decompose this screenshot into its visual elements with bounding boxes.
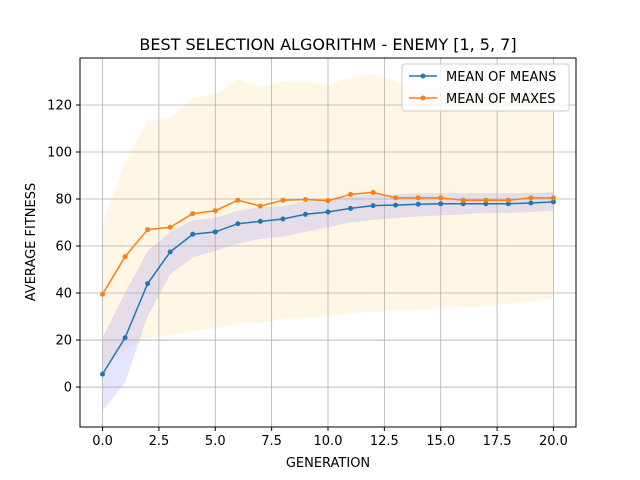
point-mean-of-means (100, 371, 106, 377)
y-tick-label: 60 (55, 240, 72, 255)
point-mean-of-maxes (235, 197, 241, 203)
point-mean-of-maxes (415, 195, 421, 201)
point-mean-of-maxes (325, 198, 331, 204)
point-mean-of-means (348, 205, 354, 211)
y-tick-label: 40 (55, 287, 72, 302)
x-tick-label: 17.5 (483, 434, 512, 449)
y-tick-label: 80 (55, 193, 72, 208)
point-mean-of-means (370, 203, 376, 209)
point-mean-of-means (280, 216, 286, 222)
point-mean-of-means (302, 211, 308, 217)
point-mean-of-means (257, 218, 263, 224)
point-mean-of-maxes (370, 189, 376, 195)
legend-marker-mean-of-maxes (420, 95, 426, 101)
x-axis-label: GENERATION (286, 456, 370, 471)
x-tick-label: 15.0 (426, 434, 455, 449)
point-mean-of-means (122, 335, 128, 341)
legend: MEAN OF MEANS MEAN OF MAXES (401, 63, 570, 112)
point-mean-of-means (325, 209, 331, 215)
point-mean-of-maxes (257, 203, 263, 209)
point-mean-of-maxes (190, 211, 196, 217)
point-mean-of-maxes (100, 291, 106, 297)
point-mean-of-means (145, 281, 151, 287)
y-tick-label: 100 (47, 146, 72, 161)
point-mean-of-maxes (528, 195, 534, 201)
point-mean-of-means (167, 249, 173, 255)
point-mean-of-maxes (550, 195, 556, 201)
point-mean-of-means (550, 199, 556, 205)
point-mean-of-means (483, 201, 489, 207)
point-mean-of-maxes (167, 224, 173, 230)
point-mean-of-maxes (505, 197, 511, 203)
point-mean-of-maxes (438, 195, 444, 201)
point-mean-of-means (212, 229, 218, 235)
y-tick-label: 20 (55, 334, 72, 349)
point-mean-of-maxes (483, 197, 489, 203)
point-mean-of-maxes (145, 227, 151, 233)
legend-label-mean-of-maxes: MEAN OF MAXES (446, 92, 556, 107)
y-axis-label: AVERAGE FITNESS (24, 183, 39, 301)
point-mean-of-means (393, 202, 399, 208)
x-tick-label: 10.0 (314, 434, 343, 449)
legend-label-mean-of-means: MEAN OF MEANS (446, 70, 556, 85)
chart-title: BEST SELECTION ALGORITHM - ENEMY [1, 5, … (139, 35, 516, 54)
point-mean-of-means (235, 221, 241, 227)
point-mean-of-maxes (348, 191, 354, 197)
series-lines (100, 189, 556, 377)
x-axis-ticks: 0.0 2.5 5.0 7.5 10.0 12.5 15.0 17.5 20.0 (92, 427, 568, 449)
point-mean-of-means (438, 201, 444, 207)
y-tick-label: 0 (64, 381, 72, 396)
x-tick-label: 7.5 (261, 434, 282, 449)
x-tick-label: 12.5 (370, 434, 399, 449)
point-mean-of-means (415, 201, 421, 207)
point-mean-of-maxes (393, 195, 399, 201)
point-mean-of-means (528, 200, 534, 206)
point-mean-of-means (190, 231, 196, 237)
x-tick-label: 2.5 (149, 434, 170, 449)
x-tick-label: 0.0 (92, 434, 113, 449)
gridlines (80, 58, 576, 427)
point-mean-of-maxes (460, 197, 466, 203)
y-tick-label: 120 (47, 99, 72, 114)
legend-box (401, 63, 570, 112)
point-mean-of-maxes (302, 196, 308, 202)
x-tick-label: 5.0 (205, 434, 226, 449)
y-axis-ticks: 0 20 40 60 80 100 120 (47, 99, 80, 396)
point-mean-of-means (505, 201, 511, 207)
x-tick-label: 20.0 (539, 434, 568, 449)
point-mean-of-maxes (122, 254, 128, 260)
point-mean-of-means (460, 201, 466, 207)
point-mean-of-maxes (280, 197, 286, 203)
point-mean-of-maxes (212, 208, 218, 214)
legend-marker-mean-of-means (420, 73, 426, 79)
